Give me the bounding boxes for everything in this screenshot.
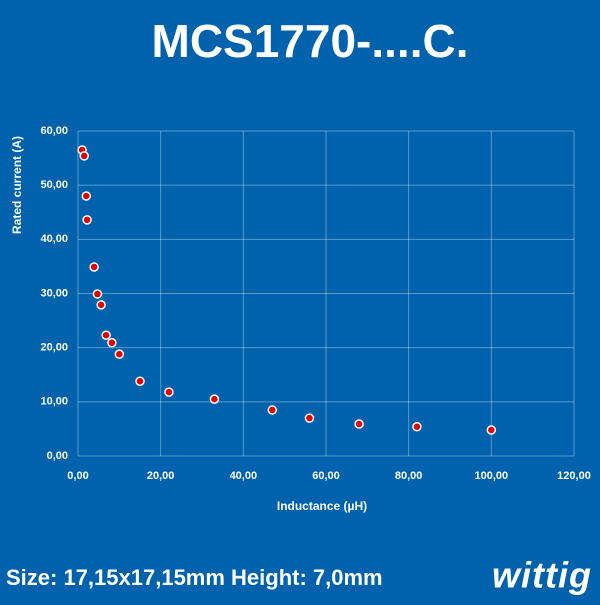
point (267, 405, 278, 415)
y-tick-label: 40,00 (40, 233, 68, 245)
x-tick-label: 40,00 (230, 470, 258, 482)
point (89, 262, 99, 272)
point (107, 338, 117, 348)
chart-title: MCS1770-....C. (152, 15, 469, 67)
point (304, 413, 315, 423)
x-tick-label: 0,00 (67, 470, 88, 482)
y-tick-label: 50,00 (40, 179, 68, 191)
point (101, 330, 111, 340)
y-tick-label: 30,00 (40, 287, 68, 299)
point (486, 425, 497, 435)
point (82, 215, 92, 225)
x-tick-label: 60,00 (312, 470, 340, 482)
point (81, 191, 92, 201)
x-tick-label: 20,00 (147, 470, 175, 482)
point (114, 349, 125, 359)
footer-text: Size: 17,15x17,15mm Height: 7,0mm (6, 565, 383, 590)
y-tick-label: 0,00 (47, 450, 68, 462)
point (164, 387, 174, 397)
y-axis-label: Rated current (A) (10, 136, 24, 234)
point (92, 289, 103, 299)
y-tick-label: 60,00 (40, 125, 68, 137)
point (354, 419, 364, 429)
point (135, 376, 145, 386)
y-tick-label: 20,00 (40, 342, 68, 354)
x-tick-label: 100,00 (475, 470, 509, 482)
logo: wittig (492, 555, 592, 596)
x-axis-label: Inductance (µH) (277, 499, 367, 513)
x-tick-label: 80,00 (395, 470, 423, 482)
point (209, 394, 220, 404)
y-tick-label: 10,00 (40, 396, 68, 408)
point (412, 422, 422, 432)
point (79, 151, 89, 161)
point (96, 300, 106, 310)
x-tick-label: 120,00 (557, 470, 591, 482)
